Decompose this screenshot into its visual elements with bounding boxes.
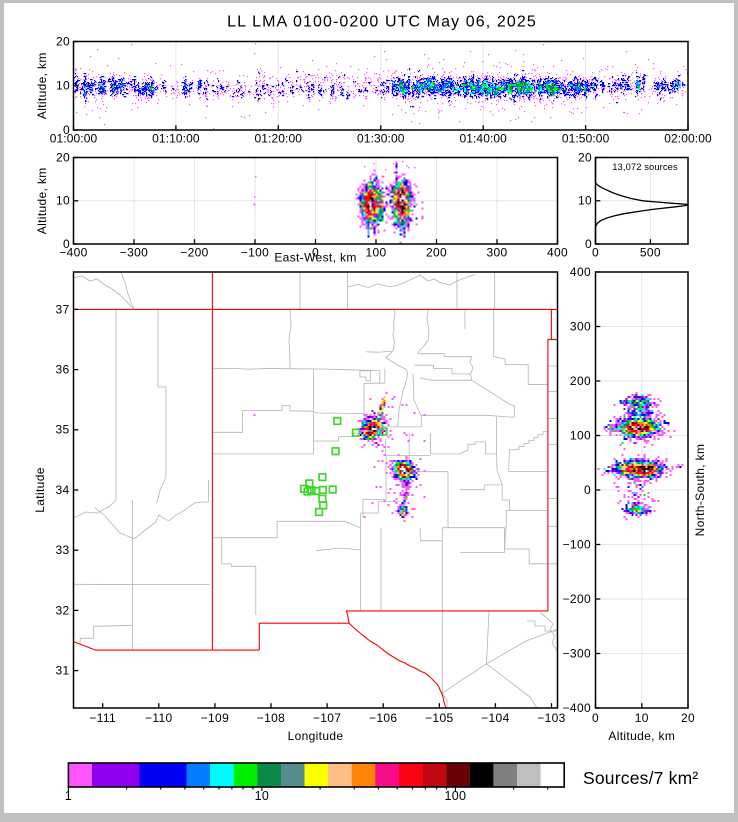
svg-text:36: 36 xyxy=(55,363,69,377)
svg-text:500: 500 xyxy=(640,246,661,260)
svg-text:300: 300 xyxy=(570,319,591,333)
svg-text:Altitude, km: Altitude, km xyxy=(35,52,49,119)
svg-text:20: 20 xyxy=(681,711,695,725)
svg-text:10: 10 xyxy=(578,194,592,208)
svg-text:33: 33 xyxy=(55,543,69,557)
svg-text:01:40:00: 01:40:00 xyxy=(459,131,507,145)
svg-text:01:50:00: 01:50:00 xyxy=(562,131,610,145)
svg-text:0: 0 xyxy=(592,246,599,260)
svg-text:−300: −300 xyxy=(120,246,148,260)
svg-text:01:30:00: 01:30:00 xyxy=(357,131,405,145)
svg-text:−100: −100 xyxy=(563,537,591,551)
svg-text:35: 35 xyxy=(55,423,69,437)
svg-text:Altitude, km: Altitude, km xyxy=(35,167,49,234)
svg-text:−110: −110 xyxy=(145,711,173,725)
svg-text:200: 200 xyxy=(570,374,591,388)
svg-text:1: 1 xyxy=(65,789,72,803)
svg-text:0: 0 xyxy=(584,483,591,497)
svg-text:−400: −400 xyxy=(563,701,591,715)
svg-text:−200: −200 xyxy=(180,246,208,260)
svg-text:100: 100 xyxy=(570,428,591,442)
svg-text:North-South, km: North-South, km xyxy=(693,444,707,537)
svg-text:400: 400 xyxy=(547,246,568,260)
svg-text:−103: −103 xyxy=(537,711,565,725)
svg-text:−109: −109 xyxy=(201,711,229,725)
svg-text:0: 0 xyxy=(592,711,599,725)
svg-text:−300: −300 xyxy=(563,646,591,660)
svg-text:−107: −107 xyxy=(313,711,341,725)
svg-text:−111: −111 xyxy=(89,711,116,725)
svg-text:LL LMA 0100-0200 UTC May 06, 2: LL LMA 0100-0200 UTC May 06, 2025 xyxy=(227,14,537,31)
svg-text:34: 34 xyxy=(55,483,69,497)
svg-text:Altitude, km: Altitude, km xyxy=(608,729,675,743)
svg-text:−400: −400 xyxy=(59,246,87,260)
svg-text:10: 10 xyxy=(56,79,70,93)
svg-text:−108: −108 xyxy=(257,711,285,725)
svg-text:−100: −100 xyxy=(241,246,269,260)
svg-text:10: 10 xyxy=(635,711,649,725)
svg-text:13,072 sources: 13,072 sources xyxy=(612,161,678,172)
svg-text:100: 100 xyxy=(444,789,466,803)
svg-text:0: 0 xyxy=(63,237,70,251)
svg-text:Longitude: Longitude xyxy=(288,729,344,743)
svg-text:−105: −105 xyxy=(425,711,453,725)
svg-text:Sources/7 km²: Sources/7 km² xyxy=(583,768,698,788)
svg-text:400: 400 xyxy=(570,265,591,279)
svg-text:20: 20 xyxy=(578,150,592,164)
svg-text:10: 10 xyxy=(255,789,270,803)
svg-text:0: 0 xyxy=(63,123,70,137)
svg-text:37: 37 xyxy=(55,302,69,316)
svg-text:20: 20 xyxy=(56,150,70,164)
svg-text:0: 0 xyxy=(585,237,592,251)
svg-text:−106: −106 xyxy=(369,711,397,725)
svg-text:10: 10 xyxy=(56,194,70,208)
svg-text:02:00:00: 02:00:00 xyxy=(664,131,712,145)
svg-text:−200: −200 xyxy=(563,592,591,606)
svg-text:01:10:00: 01:10:00 xyxy=(152,131,200,145)
svg-text:100: 100 xyxy=(365,246,386,260)
svg-text:01:20:00: 01:20:00 xyxy=(255,131,303,145)
svg-text:East-West, km: East-West, km xyxy=(274,251,356,265)
svg-text:Latitude: Latitude xyxy=(33,467,47,513)
svg-text:200: 200 xyxy=(426,246,447,260)
svg-text:300: 300 xyxy=(486,246,507,260)
svg-text:01:00:00: 01:00:00 xyxy=(50,131,98,145)
svg-text:−104: −104 xyxy=(481,711,509,725)
svg-text:32: 32 xyxy=(55,603,69,617)
svg-text:31: 31 xyxy=(55,664,69,678)
svg-text:0: 0 xyxy=(312,246,319,260)
svg-text:20: 20 xyxy=(56,34,70,48)
